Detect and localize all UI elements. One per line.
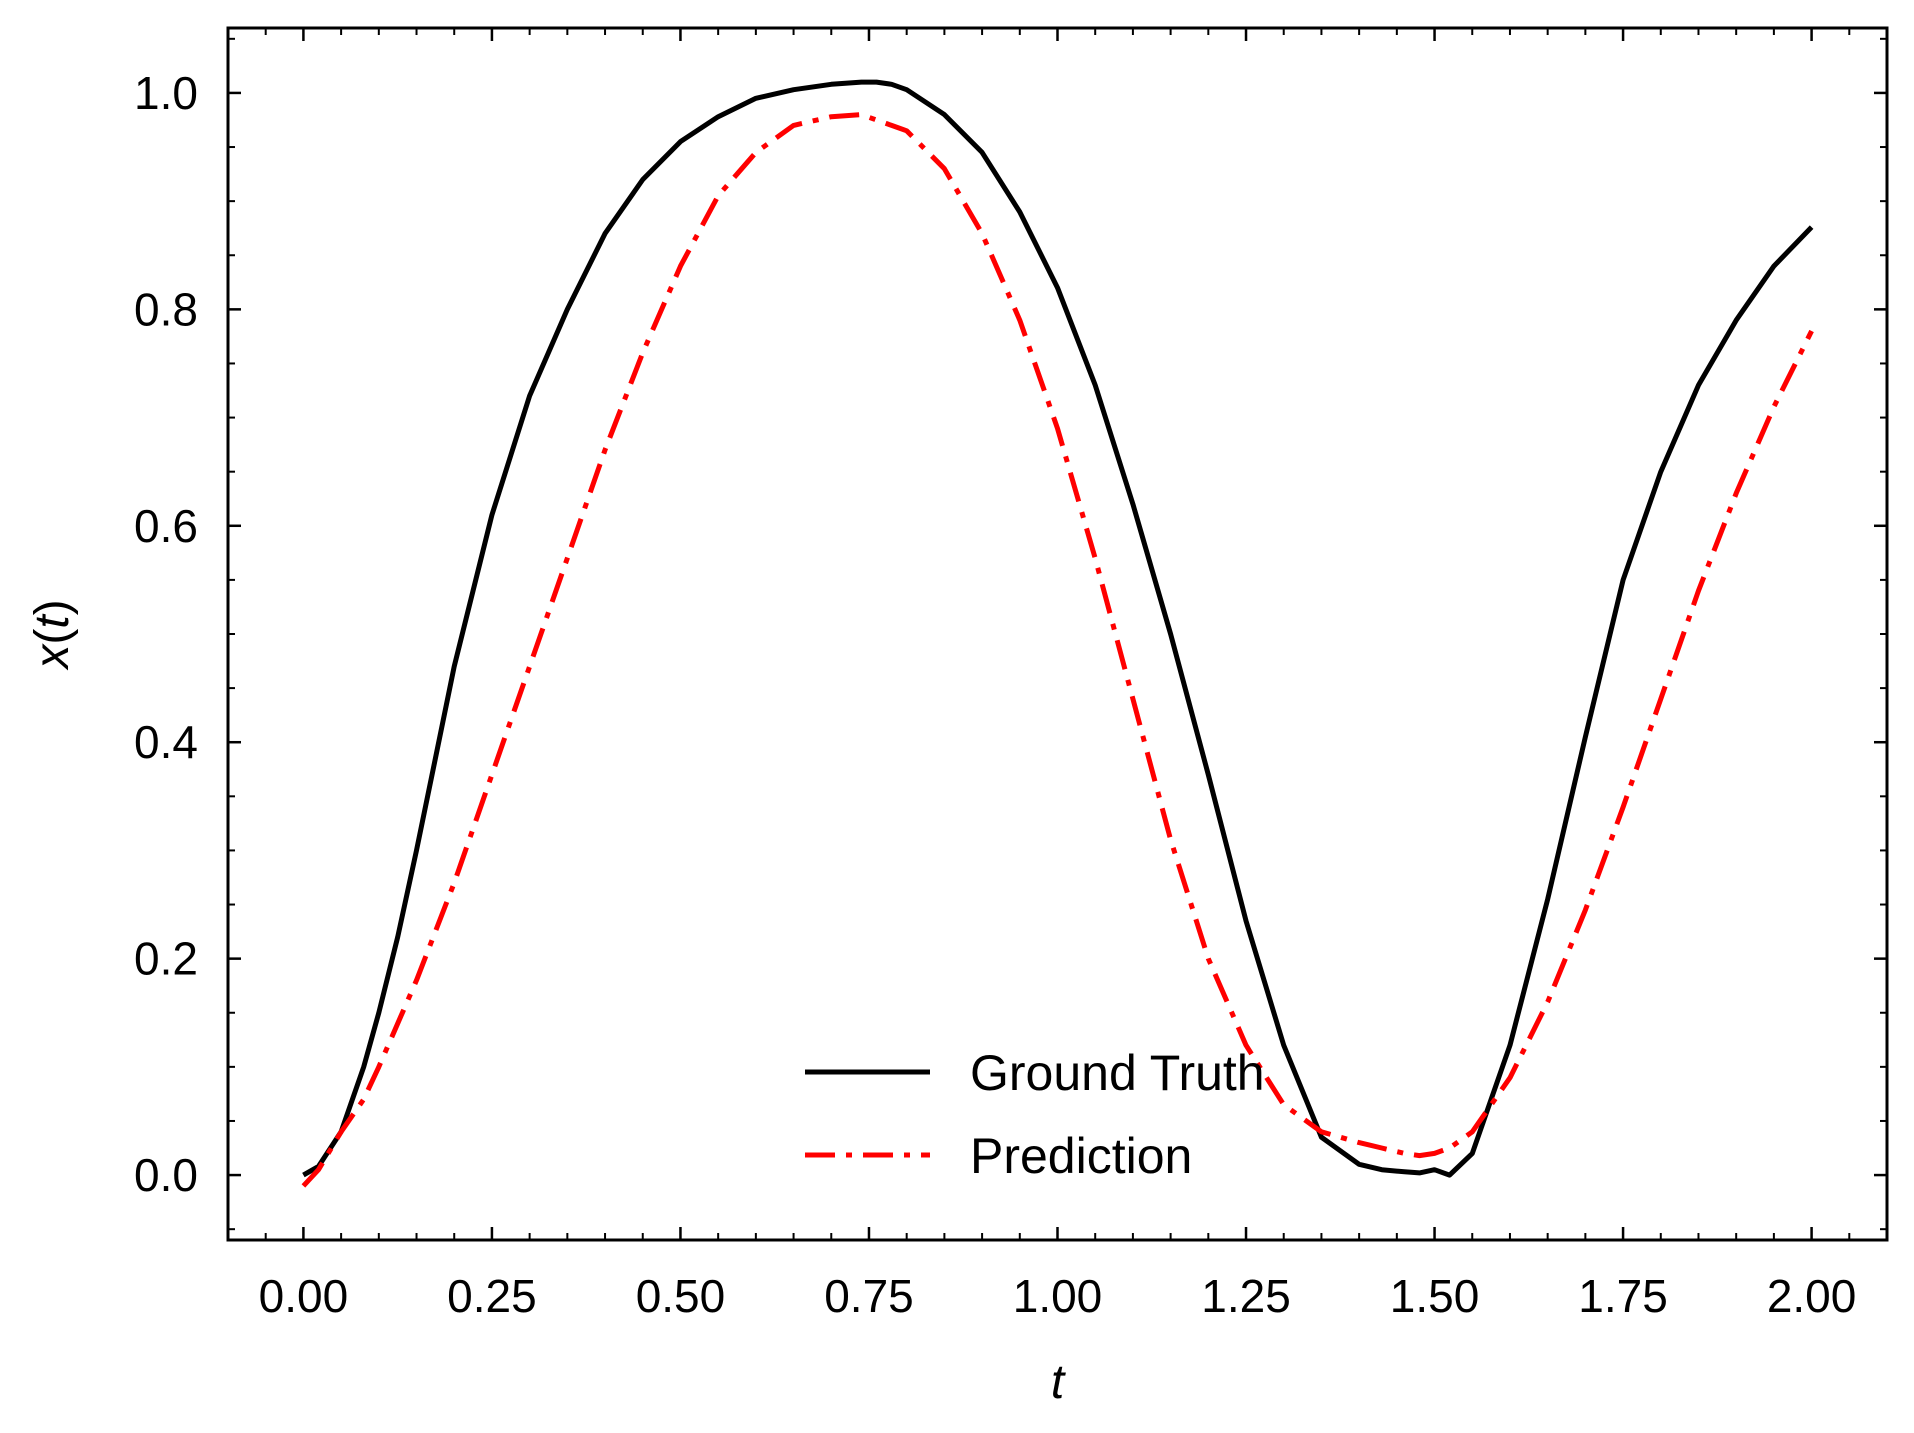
y-tick-label: 0.2	[134, 933, 198, 985]
series-lines	[301, 79, 1814, 1188]
y-tick-label: 0.4	[134, 716, 198, 768]
legend-label-ground-truth: Ground Truth	[970, 1045, 1265, 1101]
x-tick-label: 0.50	[636, 1270, 726, 1322]
series-line-prediction	[301, 112, 1814, 1188]
x-tick-label: 0.00	[259, 1270, 349, 1322]
legend-label-prediction: Prediction	[970, 1128, 1192, 1184]
x-tick-label: 1.25	[1201, 1270, 1291, 1322]
y-tick-label: 0.8	[134, 283, 198, 335]
x-tick-label: 0.75	[824, 1270, 914, 1322]
series-line-ground-truth	[302, 79, 1814, 1178]
legend: Ground Truth Prediction	[805, 1045, 1265, 1184]
x-tick-labels: 0.00 0.25 0.50 0.75 1.00 1.25 1.50 1.75 2.00	[259, 1270, 1857, 1322]
y-tick-labels: 0.0 0.2 0.4 0.6 0.8 1.0	[134, 67, 198, 1201]
y-axis-label-open-paren: (	[26, 629, 79, 645]
y-axis-label-var: x	[26, 643, 79, 671]
y-tick-label: 0.6	[134, 500, 198, 552]
x-tick-label: 1.50	[1390, 1270, 1480, 1322]
y-tick-label: 1.0	[134, 67, 198, 119]
x-tick-label: 2.00	[1767, 1270, 1857, 1322]
y-tick-label: 0.0	[134, 1149, 198, 1201]
x-axis-label: t	[1051, 1356, 1066, 1409]
y-axis-label-close-paren: )	[26, 599, 79, 615]
y-axis-label-arg: t	[26, 614, 79, 629]
x-tick-label: 1.75	[1578, 1270, 1668, 1322]
plot-frame	[226, 26, 1889, 1242]
y-axis-label: x(t)	[26, 599, 79, 670]
x-tick-label: 0.25	[447, 1270, 537, 1322]
x-tick-label: 1.00	[1013, 1270, 1103, 1322]
